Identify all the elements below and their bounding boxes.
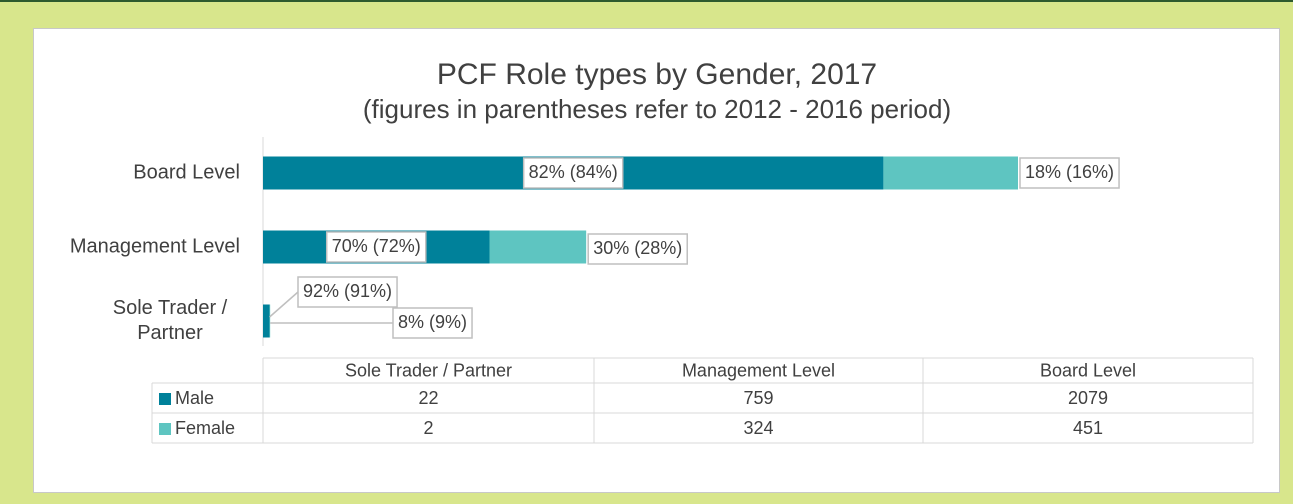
data-label-text: 82% (84%) [529,162,618,182]
bar-segment [269,304,271,338]
data-label-box [392,307,473,339]
data-label-text: 70% (72%) [332,236,421,256]
leader-line [269,291,299,318]
legend-label: Female [175,418,235,438]
data-label-box [325,231,427,263]
table-value: 324 [743,418,773,438]
data-label-box [587,233,688,265]
table-header: Sole Trader / Partner [345,360,512,380]
chart-title: PCF Role types by Gender, 2017 [437,58,877,91]
data-label: 18% (16%) [1019,157,1120,189]
data-label: 92% (91%) [297,276,398,308]
category-label-text: Management Level [69,235,240,258]
data-label-box [1019,157,1120,189]
bar-segment [489,230,587,264]
bar-segment [263,304,270,338]
legend-swatch [159,393,171,405]
chart-subtitle: (figures in parentheses refer to 2012 - … [363,94,951,124]
category-label: Management Level [70,235,240,260]
data-label-text: 8% (9%) [398,312,467,332]
category-label: Board Level [133,161,240,186]
data-label: 82% (84%) [522,157,624,189]
category-label-text: Board Level [133,161,240,184]
data-label-text: 92% (91%) [303,281,392,301]
data-label-text: 18% (16%) [1025,162,1114,182]
table-header: Board Level [1040,360,1136,380]
table-value: 2 [423,418,433,438]
data-label-box [297,276,398,308]
table-value: 451 [1073,418,1103,438]
table-value: 759 [743,388,773,408]
data-label: 8% (9%) [392,307,473,339]
category-label: Sole Trader / Partner [100,296,240,346]
data-label-text: 30% (28%) [593,238,682,258]
top-rule [0,0,1293,2]
category-label-text: Sole Trader / Partner [112,297,228,344]
table-value: 22 [418,388,438,408]
data-label: 30% (28%) [587,233,688,265]
data-label: 70% (72%) [325,231,427,263]
data-label-box [522,157,624,189]
legend-label: Male [175,388,214,408]
table-header: Management Level [682,360,835,380]
table-value: 2079 [1068,388,1108,408]
legend-swatch [159,423,171,435]
bar-segment [883,156,1018,190]
